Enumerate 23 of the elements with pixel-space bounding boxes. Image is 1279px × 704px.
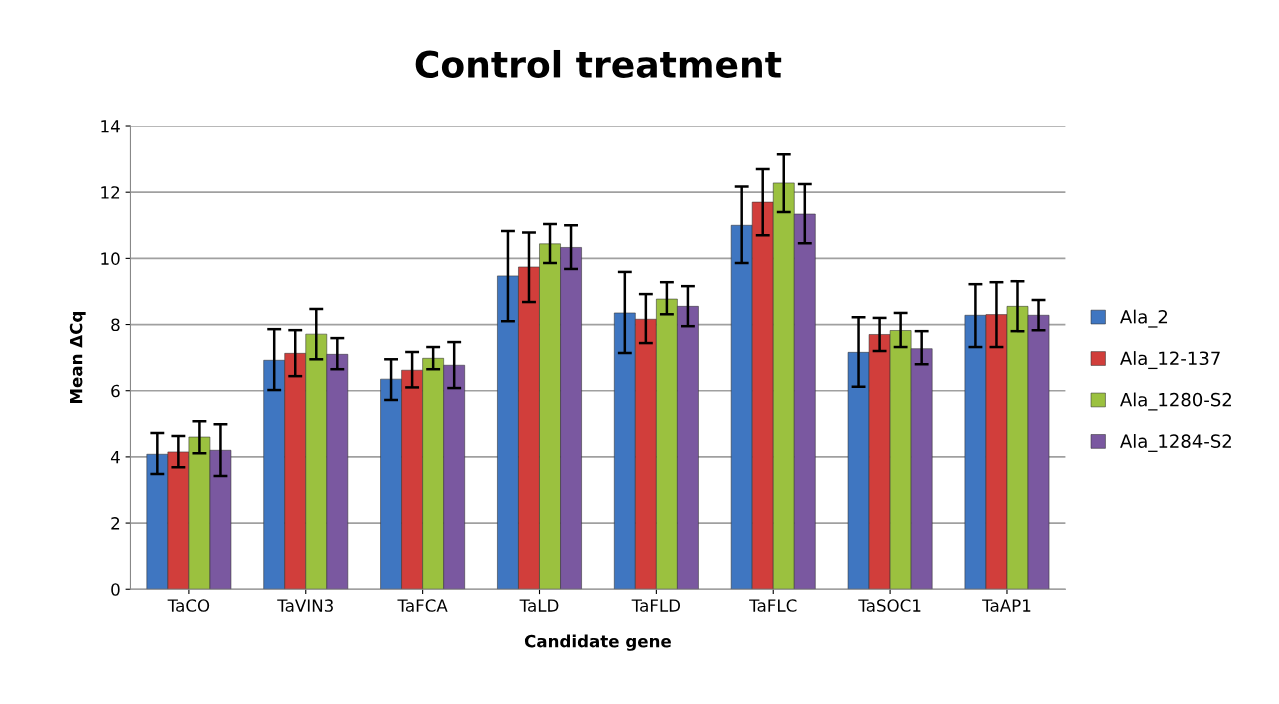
y-tick-label: 0 [111, 583, 120, 596]
x-tick-label: TaVIN3 [277, 599, 333, 612]
x-tick-label: TaSOC1 [858, 599, 921, 612]
y-tick-label: 12 [101, 186, 120, 199]
chart-title: Control treatment [415, 49, 782, 78]
x-tick-label: TaFLC [749, 599, 797, 612]
y-tick-label: 10 [101, 252, 120, 265]
x-axis-title: Candidate gene [524, 634, 671, 651]
x-tick-label: TaCO [167, 599, 210, 612]
x-tick-label: TaFCA [397, 599, 448, 612]
y-axis-title: Mean ΔCq [69, 312, 86, 404]
y-tick-label: 6 [111, 384, 120, 398]
x-tick-label: TaAP1 [982, 599, 1031, 612]
legend-label: Ala_1284-S2 [1120, 433, 1231, 452]
y-tick-label: 4 [110, 451, 120, 464]
x-tick-label: TaLD [519, 599, 559, 612]
legend-label: Ala_1280-S2 [1120, 392, 1231, 411]
y-tick-label: 8 [111, 318, 120, 332]
legend-label: Ala_2 [1120, 309, 1168, 328]
legend-label: Ala_12-137 [1120, 351, 1220, 370]
x-tick-label: TaFLD [631, 599, 681, 612]
y-tick-label: 14 [101, 120, 120, 133]
y-tick-label: 2 [111, 517, 120, 530]
